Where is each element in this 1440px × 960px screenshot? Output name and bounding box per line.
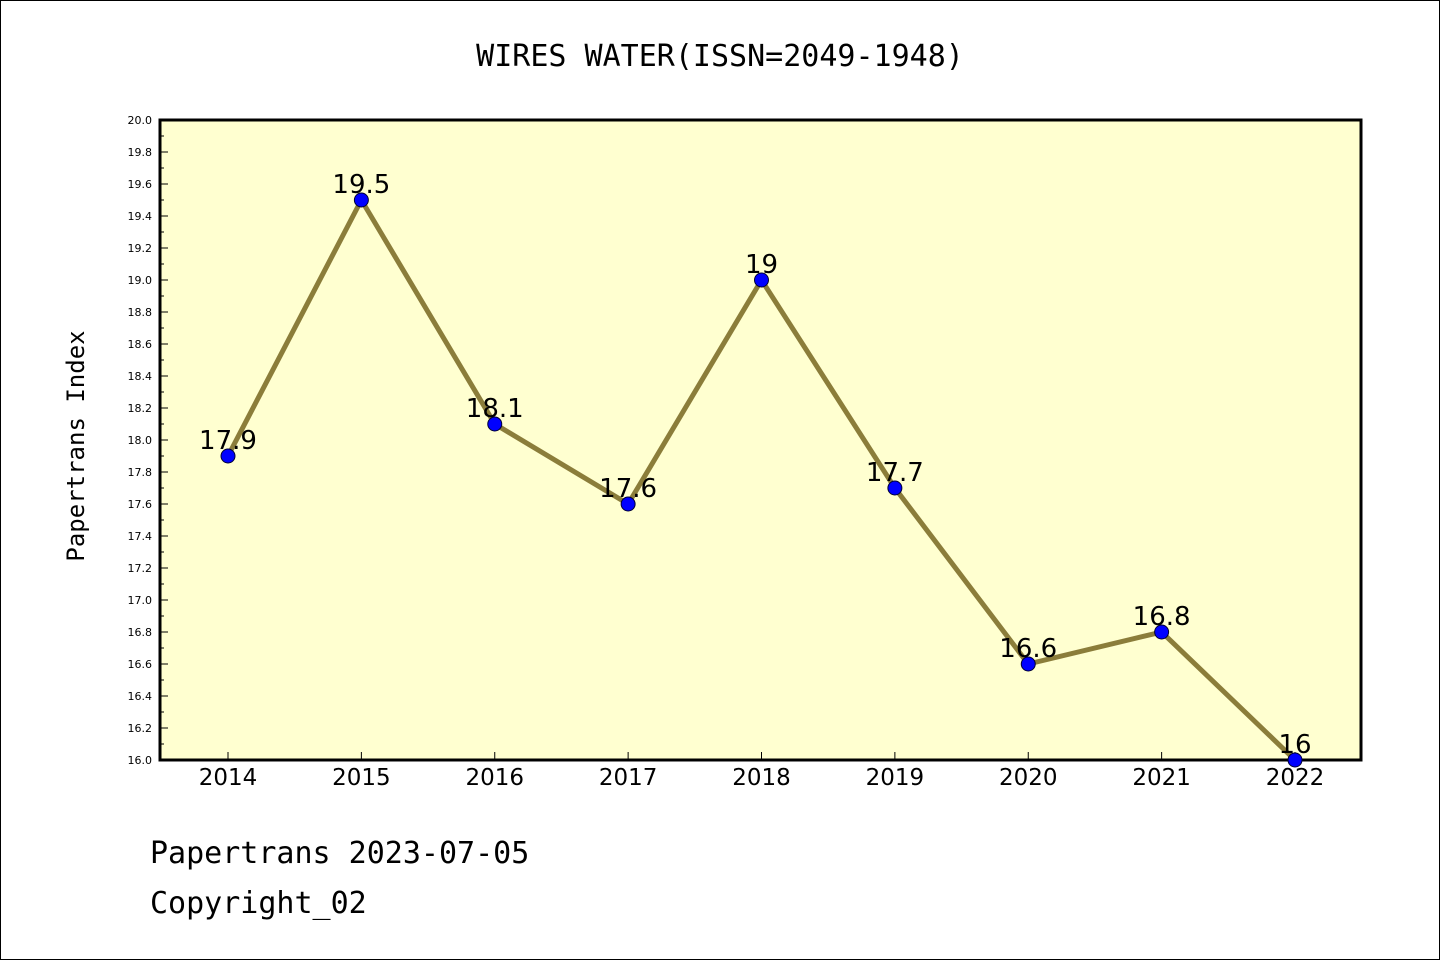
y-tick-label: 18.2 bbox=[128, 402, 153, 415]
data-label: 19 bbox=[745, 250, 778, 280]
chart-title: WIRES WATER(ISSN=2049-1948) bbox=[476, 39, 964, 74]
y-tick-label: 19.2 bbox=[128, 242, 153, 255]
x-tick-label: 2018 bbox=[732, 765, 791, 791]
data-point bbox=[487, 416, 503, 432]
y-tick-label: 18.6 bbox=[128, 338, 153, 351]
y-tick-label: 17.2 bbox=[128, 562, 153, 575]
x-tick-label: 2021 bbox=[1132, 765, 1191, 791]
x-tick-label: 2015 bbox=[332, 765, 391, 791]
y-tick-label: 19.6 bbox=[128, 178, 153, 191]
data-point bbox=[220, 448, 236, 464]
x-tick-label: 2016 bbox=[465, 765, 524, 791]
y-tick-label: 17.0 bbox=[128, 594, 153, 607]
data-label: 17.9 bbox=[199, 426, 257, 456]
y-tick-label: 18.0 bbox=[128, 434, 153, 447]
data-label: 16.6 bbox=[999, 634, 1057, 664]
y-tick-label: 16.0 bbox=[128, 754, 153, 767]
y-tick-label: 16.6 bbox=[128, 658, 153, 671]
plot-area bbox=[158, 118, 1363, 762]
data-label: 17.7 bbox=[866, 458, 924, 488]
data-label: 16 bbox=[1278, 730, 1311, 760]
y-tick-label: 19.0 bbox=[128, 274, 153, 287]
data-label: 19.5 bbox=[332, 170, 390, 200]
y-tick-label: 17.6 bbox=[128, 498, 153, 511]
footer-copyright: Copyright_02 bbox=[150, 886, 367, 921]
y-axis-label: Papertrans Index bbox=[62, 330, 90, 561]
data-point bbox=[620, 496, 636, 512]
data-point bbox=[754, 272, 769, 288]
y-tick-label: 17.8 bbox=[128, 466, 153, 479]
data-label: 16.8 bbox=[1133, 602, 1191, 632]
data-markers bbox=[220, 192, 1303, 768]
y-tick-label: 17.4 bbox=[128, 530, 153, 543]
y-tick-label: 19.8 bbox=[128, 146, 153, 159]
y-tick-label: 18.8 bbox=[128, 306, 153, 319]
data-point bbox=[887, 480, 903, 496]
x-tick-label: 2022 bbox=[1266, 765, 1325, 791]
data-point bbox=[1154, 624, 1170, 640]
x-tick-label: 2020 bbox=[999, 765, 1058, 791]
x-tick-label: 2017 bbox=[599, 765, 658, 791]
data-point bbox=[353, 192, 369, 208]
y-tick-label: 18.4 bbox=[128, 370, 153, 383]
y-tick-label: 20.0 bbox=[128, 114, 153, 127]
x-axis: 2014 2015 2016 2017 2018 2019 2020 2021 2022 bbox=[199, 752, 1325, 791]
y-tick-label: 19.4 bbox=[128, 210, 153, 223]
data-labels: 17.9 19.5 18.1 17.6 19 17.7 16.6 16.8 16 bbox=[199, 170, 1311, 760]
x-tick-label: 2019 bbox=[866, 765, 925, 791]
data-point bbox=[1020, 656, 1036, 672]
data-point bbox=[1287, 752, 1303, 768]
data-label: 17.6 bbox=[599, 474, 657, 504]
y-axis: 16.0 16.2 16.4 16.6 16.8 17.0 17.2 17.4 17.6 17.8… bbox=[128, 114, 168, 767]
y-tick-label: 16.4 bbox=[128, 690, 153, 703]
footer-date: Papertrans 2023-07-05 bbox=[150, 836, 530, 871]
data-label: 18.1 bbox=[466, 394, 524, 424]
y-tick-label: 16.2 bbox=[128, 722, 153, 735]
x-tick-label: 2014 bbox=[199, 765, 258, 791]
y-tick-label: 16.8 bbox=[128, 626, 153, 639]
